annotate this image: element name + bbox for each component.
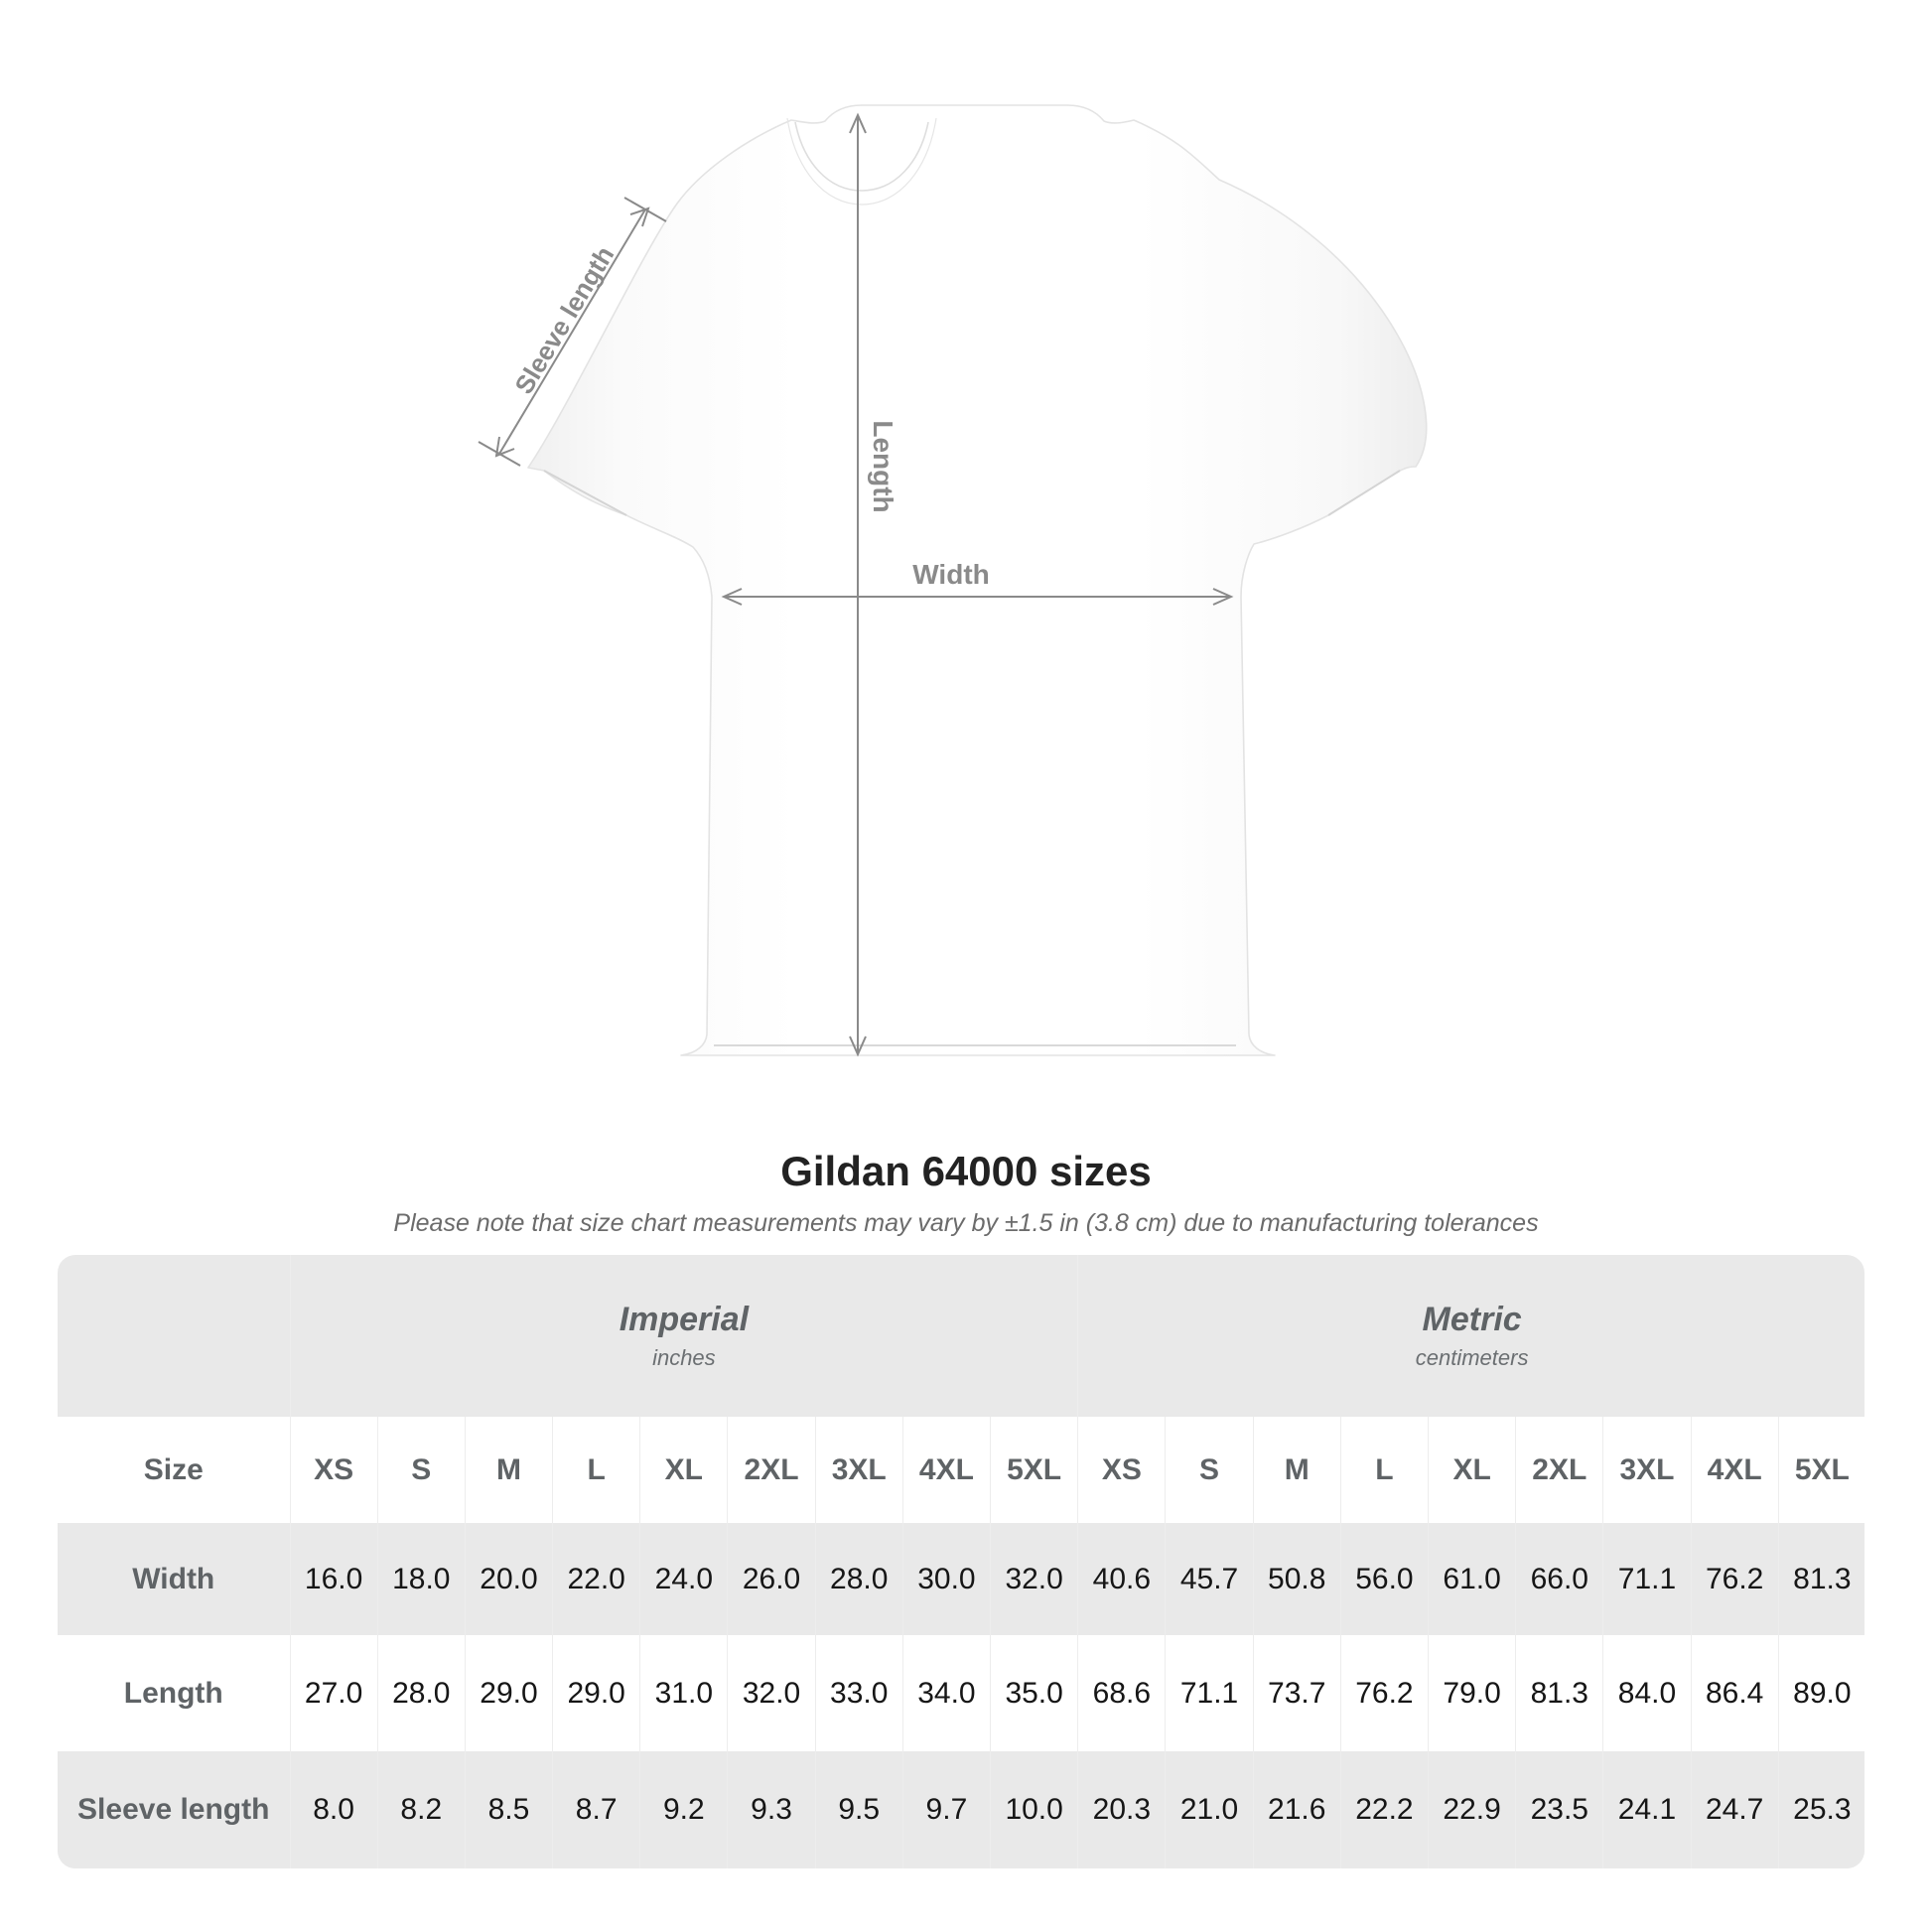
svg-text:Length: Length [868,420,898,512]
svg-text:Width: Width [912,559,990,590]
